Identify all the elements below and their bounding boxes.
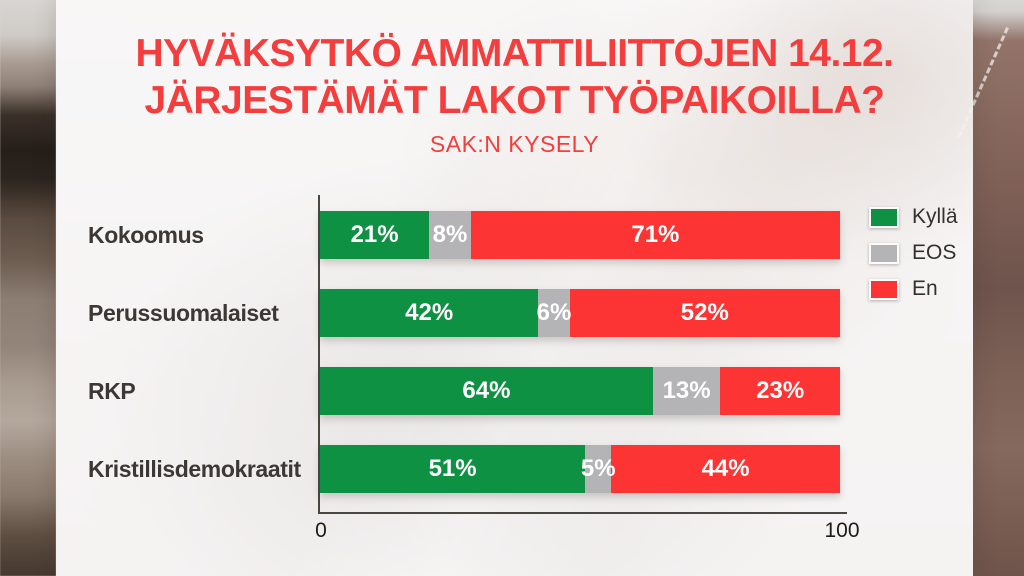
value-label: 71%	[631, 221, 680, 248]
bar-segment-kylla: 42%	[320, 289, 539, 337]
page-title-line1: HYVÄKSYTKÖ AMMATTILIITTOJEN 14.12.	[135, 32, 894, 75]
bar-segment-kylla: 64%	[320, 367, 653, 415]
chart-row: Kristillisdemokraatit 51% 5% 44%	[88, 430, 840, 508]
legend-swatch-eos	[869, 242, 899, 264]
stacked-bar: 51% 5% 44%	[320, 445, 840, 493]
value-label: 8%	[432, 221, 468, 248]
legend-item-kylla: Kyllä	[869, 205, 958, 229]
x-axis-tick-0: 0	[315, 519, 327, 542]
legend-swatch-en	[869, 278, 899, 300]
chart-row: RKP 64% 13% 23%	[88, 352, 840, 430]
legend: Kyllä EOS En	[869, 205, 958, 301]
bar-segment-kylla: 51%	[320, 445, 586, 493]
value-label: 6%	[536, 299, 572, 326]
title-block: HYVÄKSYTKÖ AMMATTILIITTOJEN 14.12. JÄRJE…	[56, 30, 973, 158]
legend-item-en: En	[869, 277, 958, 301]
stacked-bar: 42% 6% 52%	[320, 289, 840, 337]
value-label: 51%	[428, 455, 477, 482]
value-label: 23%	[756, 377, 805, 404]
bar-segment-en: 52%	[569, 289, 840, 337]
legend-label: EOS	[912, 241, 957, 264]
bar-segment-en: 71%	[470, 211, 840, 259]
bar-segment-eos: 8%	[429, 211, 471, 259]
stacked-bar: 21% 8% 71%	[320, 211, 840, 259]
value-label: 21%	[350, 221, 399, 248]
x-axis-tick-100: 100	[824, 519, 860, 542]
legend-swatch-kylla	[869, 206, 899, 228]
value-label: 64%	[462, 377, 511, 404]
chart-row: Kokoomus 21% 8% 71%	[88, 196, 840, 274]
x-axis-line	[318, 512, 847, 514]
value-label: 5%	[580, 455, 616, 482]
category-label: RKP	[88, 377, 136, 404]
bar-segment-en: 23%	[720, 367, 840, 415]
legend-item-eos: EOS	[869, 241, 958, 265]
page-subtitle: SAK:N KYSELY	[429, 131, 600, 157]
page-title-line2: JÄRJESTÄMÄT LAKOT TYÖPAIKOILLA?	[144, 79, 885, 122]
value-label: 44%	[701, 455, 750, 482]
stacked-bar: 64% 13% 23%	[320, 367, 840, 415]
value-label: 52%	[680, 299, 729, 326]
y-axis-line	[318, 195, 320, 513]
bar-segment-kylla: 21%	[320, 211, 430, 259]
category-label: Perussuomalaiset	[88, 299, 279, 326]
legend-label: En	[912, 277, 938, 300]
category-label: Kristillisdemokraatit	[88, 455, 301, 482]
category-label: Kokoomus	[88, 221, 204, 248]
background-photo-right-edge	[957, 0, 1024, 576]
bar-segment-eos: 5%	[581, 445, 616, 493]
bar-segment-eos: 6%	[536, 289, 572, 337]
chart-row: Perussuomalaiset 42% 6% 52%	[88, 274, 840, 352]
chart-rows: Kokoomus 21% 8% 71% Perussuomalaiset 42% 6% 52%…	[88, 196, 840, 508]
bar-segment-eos: 13%	[652, 367, 721, 415]
value-label: 13%	[662, 377, 711, 404]
background-photo-left-edge	[0, 0, 56, 576]
bar-segment-en: 44%	[611, 445, 840, 493]
legend-label: Kyllä	[912, 205, 958, 228]
value-label: 42%	[405, 299, 454, 326]
